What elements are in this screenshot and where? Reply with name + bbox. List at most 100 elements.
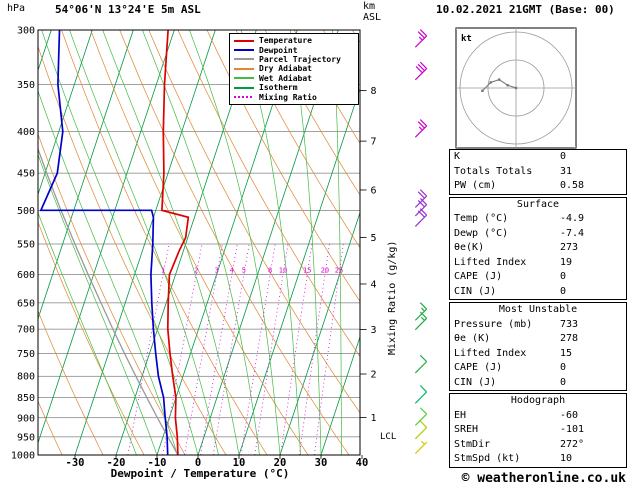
legend-item-dewpoint: Dewpoint	[230, 45, 358, 55]
svg-text:350: 350	[17, 80, 35, 91]
plot-border	[37, 29, 361, 456]
stat-value: 733	[560, 318, 579, 330]
stat-label: Totals Totals	[454, 165, 533, 177]
svg-text:-30: -30	[66, 457, 85, 469]
sounding-profiles	[38, 30, 190, 455]
legend-item-dry_adiabat: Dry Adiabat	[230, 64, 358, 73]
svg-text:500: 500	[17, 206, 35, 217]
stat-value: 0	[560, 151, 567, 162]
dewpoint-line-sample	[234, 49, 254, 52]
svg-text:6: 6	[371, 185, 377, 196]
stats-section-surface: Surface Temp (°C) -4.9 Dewp (°C) -7.4 θe(K) 27…	[449, 196, 627, 300]
datetime-title: 10.02.2021 21GMT (Base: 00)	[436, 3, 615, 16]
svg-text:800: 800	[17, 372, 35, 383]
svg-text:900: 900	[17, 413, 35, 424]
stat-label: Pressure (mb)	[454, 318, 533, 330]
stat-label: θe (K)	[454, 333, 491, 344]
stat-row: CAPE (J) 0	[450, 361, 626, 376]
svg-text:8: 8	[371, 86, 377, 97]
wet_adiabat-line-sample	[234, 77, 254, 80]
stat-label: SREH	[454, 424, 479, 435]
stat-label: CAPE (J)	[454, 362, 503, 373]
x-axis-title: Dewpoint / Temperature (°C)	[110, 467, 290, 480]
wind-barb	[414, 354, 428, 374]
stat-row: Temp (°C) -4.9	[450, 212, 626, 227]
temperature-curve	[161, 30, 190, 455]
legend-label: Dry Adiabat	[259, 64, 312, 74]
stat-label: CAPE (J)	[454, 271, 503, 282]
pressure-axis-labels: 300 350 400 450 500 550 600 650 700 750 800 850 900 9…	[11, 26, 35, 462]
section-title: Most Unstable	[498, 304, 578, 315]
stat-label: StmSpd (kt)	[454, 453, 521, 464]
stat-row: Totals Totals 31	[450, 165, 626, 180]
stat-label: Lifted Index	[454, 256, 527, 268]
stat-label: EH	[454, 409, 467, 421]
svg-text:-10: -10	[148, 457, 167, 469]
stat-label: StmDir	[454, 438, 491, 450]
svg-text:-20: -20	[107, 457, 126, 469]
legend-item-mixing_ratio: Mixing Ratio	[230, 92, 358, 102]
svg-text:700: 700	[17, 325, 35, 336]
stat-label: θe(K)	[454, 242, 485, 253]
stats-section-hodograph: Hodograph EH -60 SREH -101 StmDir 272° StmSpd (…	[449, 393, 627, 468]
parcel-line-sample	[234, 58, 254, 61]
stats-panel: K 0 Totals Totals 31 PW (cm) 0.58 Surface Temp …	[449, 149, 627, 470]
stat-row: EH -60	[450, 409, 626, 424]
svg-text:4: 4	[230, 267, 234, 275]
svg-text:5: 5	[371, 233, 377, 244]
stat-row: Lifted Index 15	[450, 347, 626, 362]
svg-text:20: 20	[321, 267, 329, 275]
stat-row: StmDir 272°	[450, 438, 626, 453]
wind-barb	[414, 189, 428, 208]
legend-label: Isotherm	[259, 83, 298, 93]
svg-text:8: 8	[268, 267, 272, 275]
section-title: Hodograph	[510, 395, 566, 406]
svg-text:300: 300	[17, 26, 35, 37]
copyright: © weatheronline.co.uk	[461, 471, 626, 486]
asl-label: ASL	[363, 12, 382, 23]
svg-text:40: 40	[356, 457, 369, 469]
svg-text:10: 10	[233, 457, 246, 469]
stat-value: 0	[560, 362, 567, 373]
wind-barb	[414, 208, 428, 227]
section-title: Surface	[516, 198, 560, 210]
svg-text:15: 15	[303, 267, 311, 275]
svg-text:3: 3	[215, 267, 219, 275]
legend-item-wet_adiabat: Wet Adiabat	[230, 74, 358, 83]
temperature-axis-labels: -30 -20 -10 0 10 20 30 40	[66, 455, 369, 469]
svg-text:550: 550	[17, 239, 35, 250]
svg-text:450: 450	[17, 169, 35, 180]
wind-barb	[414, 61, 428, 81]
svg-text:20: 20	[274, 457, 287, 469]
wind-barb	[414, 29, 428, 48]
legend-label: Dewpoint	[259, 45, 298, 55]
legend-label: Parcel Trajectory	[259, 54, 341, 64]
stat-value: 0	[560, 271, 567, 282]
mixing-ratio-lines	[127, 243, 344, 455]
lcl-marker-label: LCL	[380, 432, 397, 442]
stat-row: Pressure (mb) 733	[450, 318, 626, 333]
stat-label: Dewp (°C)	[454, 227, 509, 239]
stat-label: PW (cm)	[454, 180, 497, 191]
stat-row: Lifted Index 19	[450, 256, 626, 271]
svg-text:0: 0	[195, 457, 201, 469]
legend-item-temperature: Temperature	[230, 36, 358, 45]
svg-text:2: 2	[371, 370, 377, 381]
stat-value: 15	[560, 347, 573, 359]
stat-value: 19	[560, 256, 573, 268]
stat-row: θe (K) 278	[450, 332, 626, 347]
svg-text:7: 7	[371, 137, 377, 148]
wind-barb	[414, 385, 428, 404]
stat-row: CIN (J) 0	[450, 285, 626, 300]
stats-section-most-unstable: Most Unstable Pressure (mb) 733 θe (K) 278 Li…	[449, 302, 627, 391]
svg-text:600: 600	[17, 270, 35, 281]
stat-row: SREH -101	[450, 423, 626, 438]
stat-value: 0	[560, 285, 567, 297]
stat-label: CIN (J)	[454, 285, 497, 297]
legend-label: Mixing Ratio	[259, 92, 317, 102]
legend-item-isotherm: Isotherm	[230, 83, 358, 92]
dry-adiabat-lines	[38, 30, 360, 455]
